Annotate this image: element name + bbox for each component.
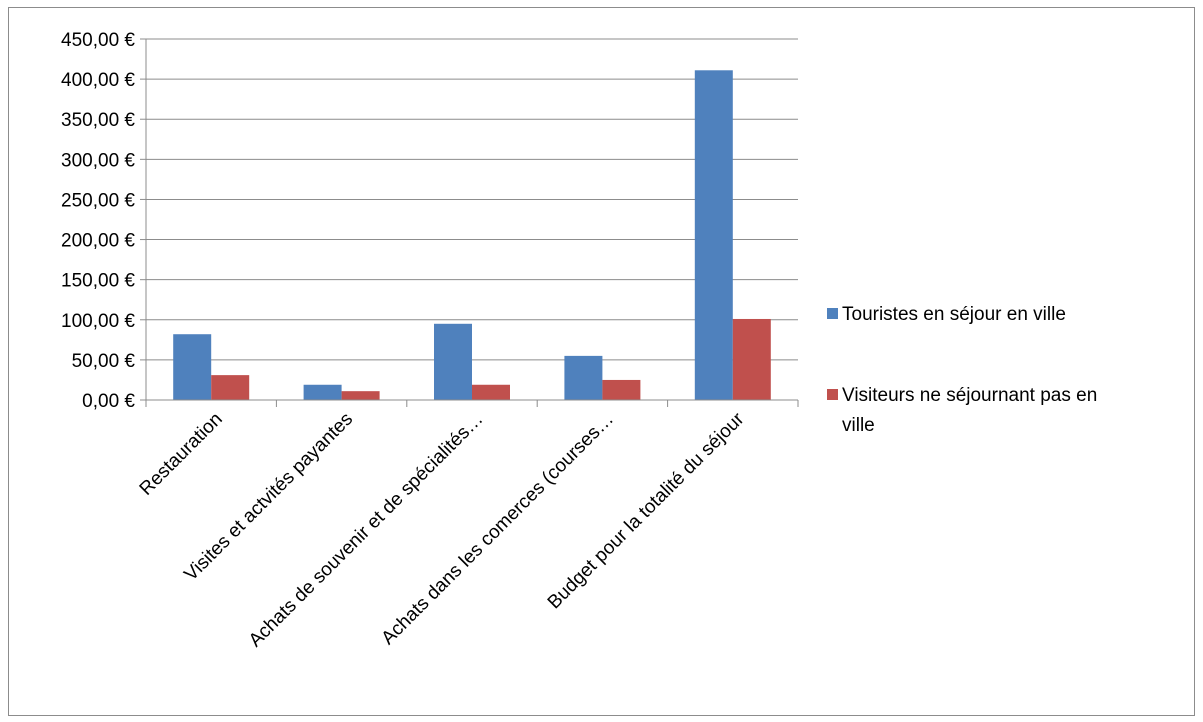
gridlines (146, 38, 798, 361)
axes (140, 38, 799, 407)
bar-visiteurs (472, 384, 510, 400)
y-tick-label: 150,00 € (61, 271, 135, 292)
y-tick-label: 350,00 € (61, 110, 135, 131)
bar-visiteurs (732, 318, 771, 400)
bar-visiteurs (341, 391, 380, 400)
x-category-label: Achats de souvenir et de spécialités… (245, 409, 488, 652)
bar-visiteurs (211, 375, 250, 400)
y-tick-label: 50,00 € (72, 351, 136, 372)
bar-touristes (173, 334, 212, 400)
y-tick-label: 0,00 € (82, 391, 135, 412)
legend: Touristes en séjour en ville Visiteurs ne… (827, 304, 1097, 436)
bar-touristes (694, 70, 733, 400)
bar-touristes (434, 323, 472, 400)
y-tick-labels: 0,00 € 50,00 € 100,00 € 150,00 € 200,00 € 250… (61, 30, 135, 412)
bar-visiteurs (602, 379, 641, 400)
bar-touristes (564, 355, 603, 400)
bars (173, 70, 771, 400)
y-tick-label: 400,00 € (61, 70, 135, 91)
legend-label: Touristes en séjour en ville (842, 304, 1066, 325)
legend-swatch (827, 308, 838, 319)
x-category-label: Achats dans les comerces (courses… (378, 409, 618, 649)
bar-touristes (303, 384, 342, 400)
y-tick-label: 200,00 € (61, 231, 135, 252)
y-tick-label: 250,00 € (61, 190, 135, 211)
x-category-label: Restauration (136, 409, 227, 500)
legend-swatch (827, 389, 838, 400)
bar-chart: 0,00 € 50,00 € 100,00 € 150,00 € 200,00 € 250… (61, 30, 1097, 651)
y-tick-label: 300,00 € (61, 150, 135, 171)
y-tick-label: 450,00 € (61, 30, 135, 51)
chart-frame: 0,00 € 50,00 € 100,00 € 150,00 € 200,00 € 250… (8, 7, 1195, 716)
y-tick-label: 100,00 € (61, 311, 135, 332)
legend-label: Visiteurs ne séjournant pas en ville (842, 385, 1097, 436)
